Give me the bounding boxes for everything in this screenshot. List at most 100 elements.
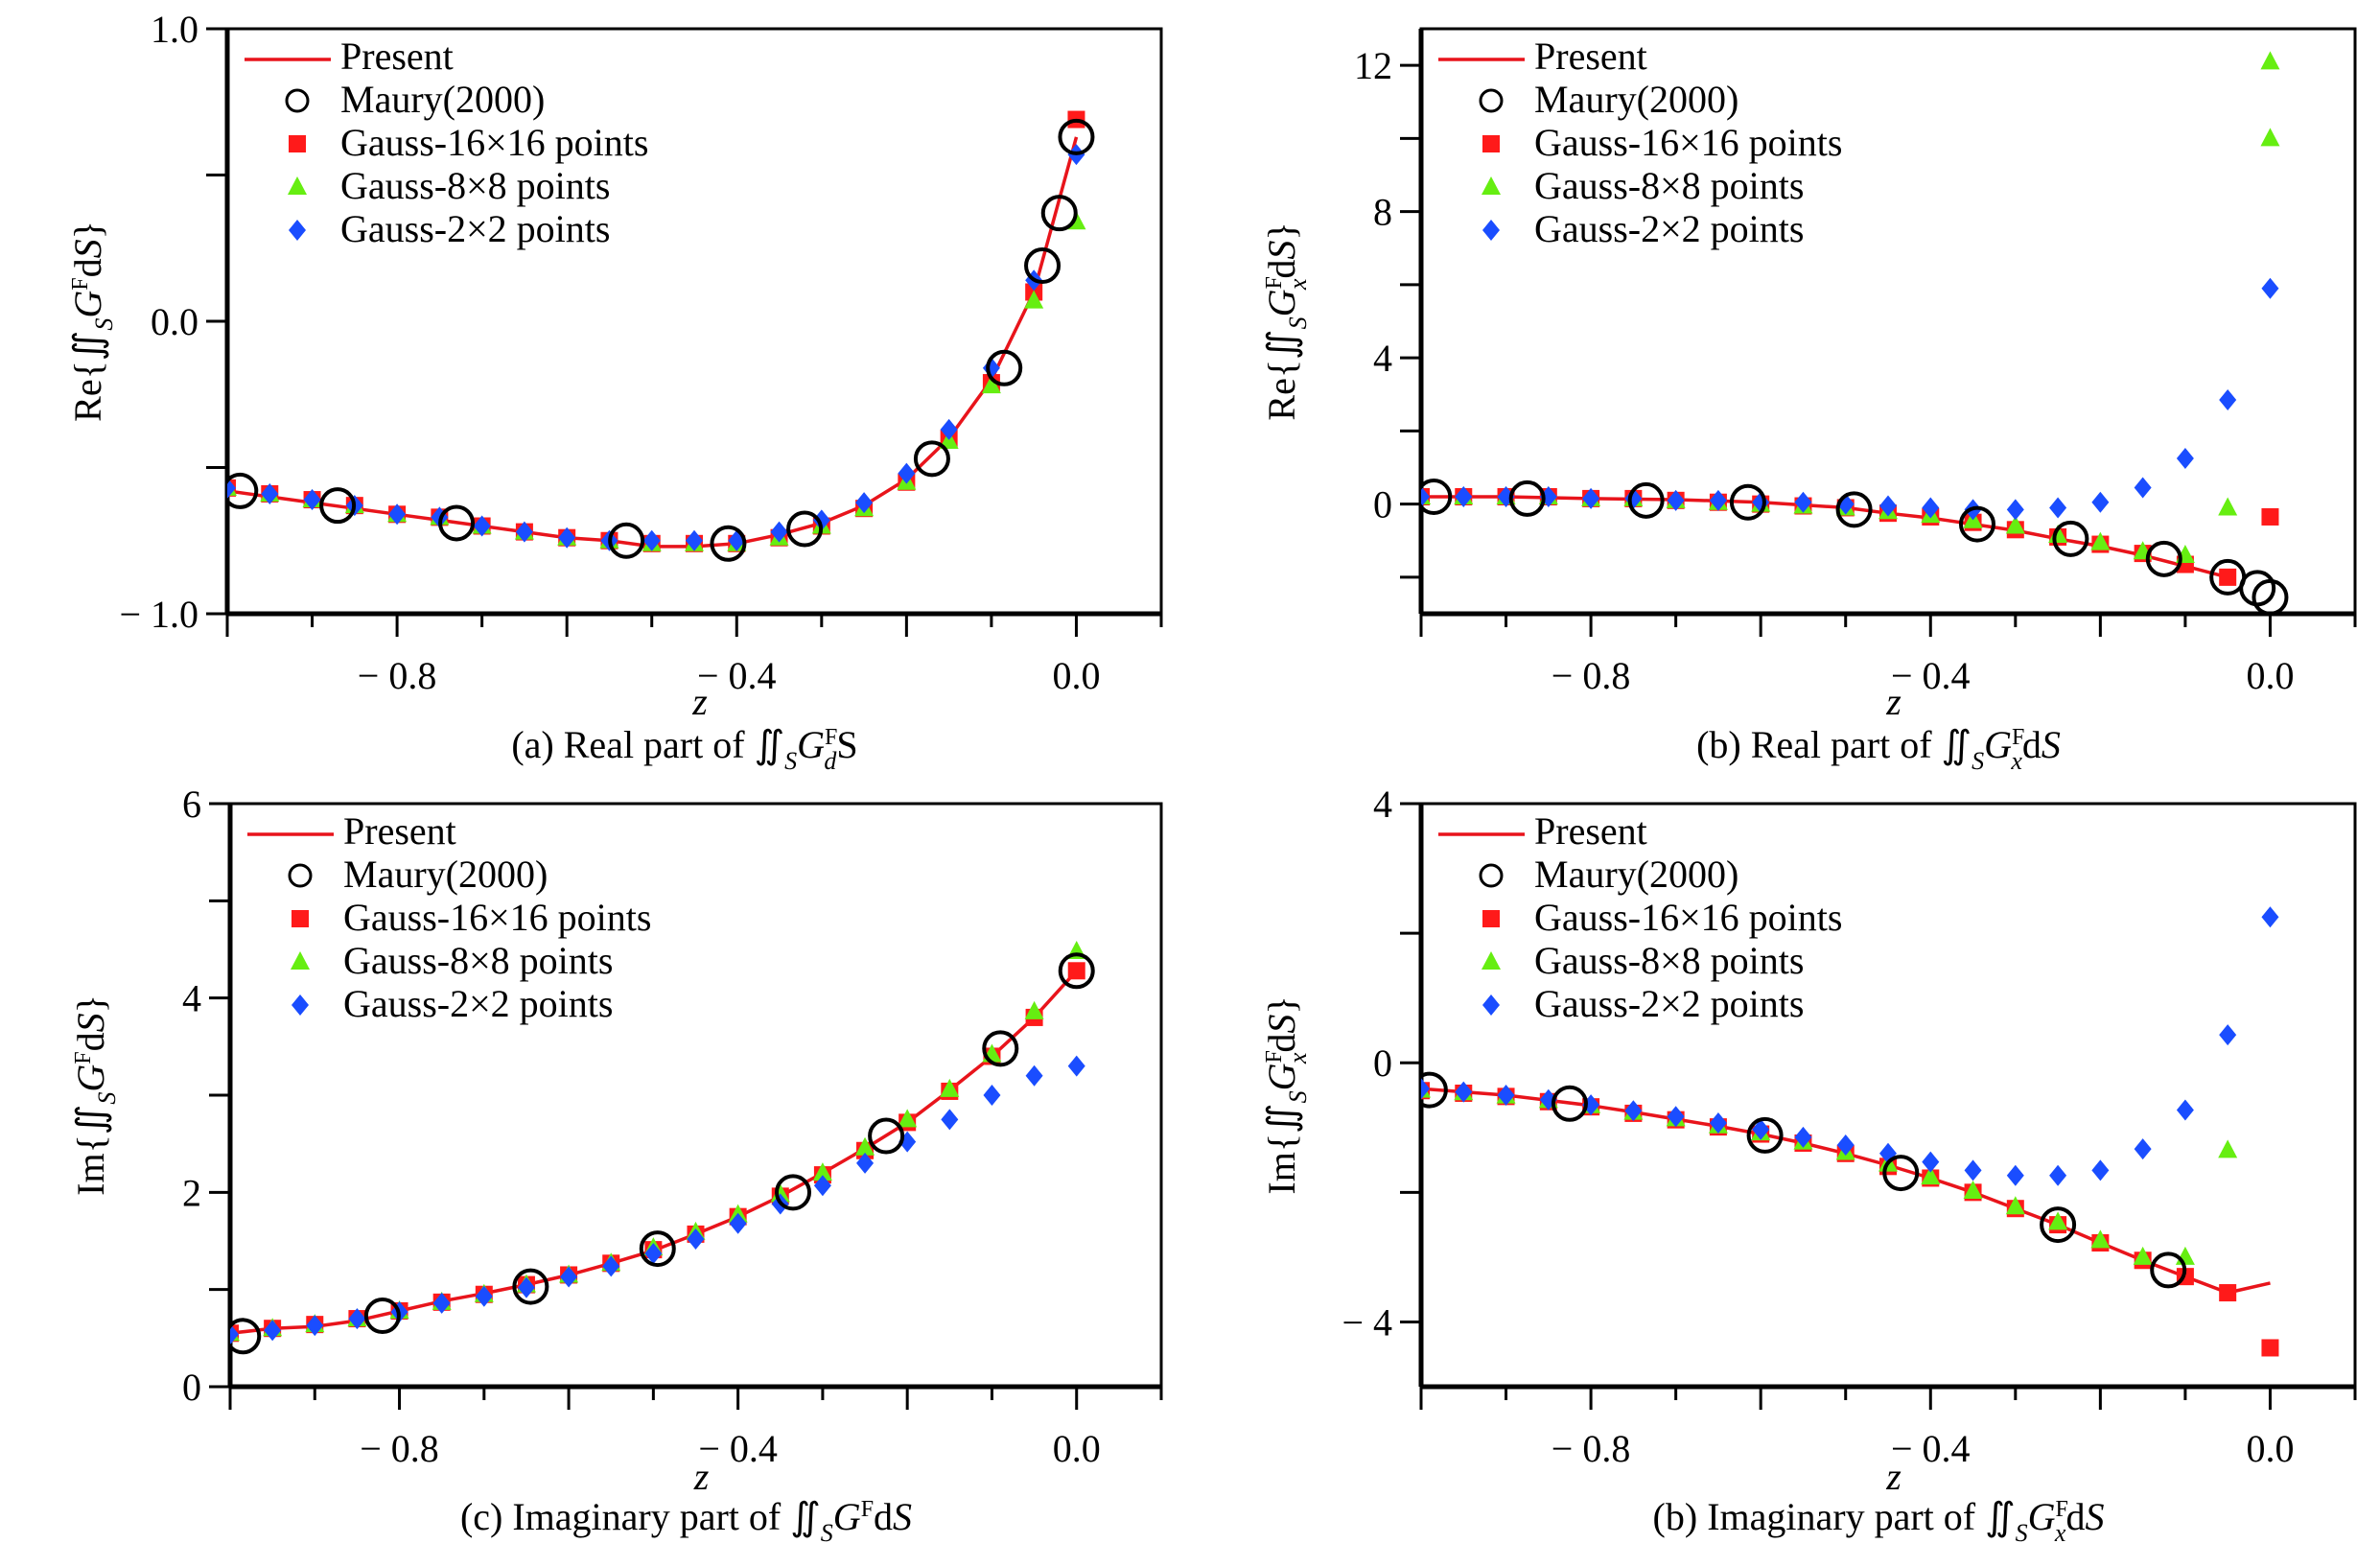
maury-marker <box>2145 540 2182 577</box>
legend-diamond-icon <box>1482 994 1500 1016</box>
plot-area <box>1421 51 2289 614</box>
g8-marker <box>898 1109 918 1128</box>
g2-marker <box>388 503 407 526</box>
x-tick-label: 0.0 <box>1053 1427 1101 1470</box>
panel-caption: (c) Imaginary part of ∬SGFdS <box>460 1495 912 1547</box>
g2-marker <box>227 477 236 499</box>
legend-circle-icon <box>285 88 310 113</box>
y-tick-label: 8 <box>1373 191 1392 234</box>
g2-marker <box>644 1243 663 1265</box>
y-tick-label: 2 <box>182 1171 201 1214</box>
legend-label: Gauss-8×8 points <box>1534 939 1804 982</box>
g8-marker <box>940 1078 960 1097</box>
x-tick-label: − 0.8 <box>1552 654 1631 697</box>
g2-marker <box>1752 1118 1770 1140</box>
g2-marker <box>2261 906 2279 928</box>
y-axis-title: Re{∬SGFdS} <box>66 221 118 422</box>
legend-label: Maury(2000) <box>1534 853 1738 896</box>
g2-marker <box>2134 477 2152 499</box>
g2-marker <box>1497 1085 1515 1106</box>
legend-label: Gauss-16×16 points <box>1534 896 1842 939</box>
legend-item-g8: Gauss-8×8 points <box>288 164 610 207</box>
g8-marker <box>2260 51 2280 70</box>
g8-marker <box>2218 497 2238 516</box>
y-axis-title: Re{∬SGFxdS} <box>1260 222 1312 420</box>
legend-triangle-icon <box>291 951 310 970</box>
g2-marker <box>940 418 958 440</box>
legend-item-g8: Gauss-8×8 points <box>1482 164 1804 207</box>
legend-label: Gauss-8×8 points <box>340 164 610 207</box>
maury-marker <box>1024 247 1062 285</box>
maury-marker <box>1058 118 1095 155</box>
legend-circle-icon <box>288 863 313 888</box>
maury-marker <box>982 1030 1019 1067</box>
x-tick-label: 0.0 <box>2246 1427 2294 1470</box>
x-tick-label: − 0.8 <box>1552 1427 1631 1470</box>
g2-marker <box>1582 487 1600 509</box>
g2-marker <box>2134 1138 2152 1160</box>
g2-marker <box>560 1266 578 1288</box>
y-tick-label: 0.0 <box>151 300 198 343</box>
g2-marker <box>1922 1151 1940 1173</box>
g16-marker <box>2219 1284 2237 1302</box>
maury-marker <box>913 440 950 478</box>
legend-item-maury: Maury(2000) <box>1479 78 1738 121</box>
legend-item-maury: Maury(2000) <box>285 78 545 121</box>
g2-marker <box>230 1323 239 1345</box>
g2-marker <box>2176 1099 2194 1121</box>
legend-item-maury: Maury(2000) <box>1479 853 1738 896</box>
y-tick-label: 0 <box>1373 1041 1392 1085</box>
g8-marker <box>2218 1139 2238 1158</box>
legend-item-g16: Gauss-16×16 points <box>292 896 651 939</box>
g2-marker <box>1667 489 1685 511</box>
g2-marker <box>2219 388 2237 410</box>
maury-marker <box>1627 481 1665 519</box>
g2-marker <box>2006 1164 2024 1186</box>
g2-marker <box>941 1109 959 1131</box>
y-axis-title-group: Im{∬SGFdS} <box>69 994 121 1196</box>
legend-label: Present <box>1534 35 1647 78</box>
g2-marker <box>770 521 788 543</box>
g2-marker <box>2176 447 2194 469</box>
legend-item-present: Present <box>247 809 456 853</box>
legend-triangle-icon <box>1482 951 1501 970</box>
legend-label: Present <box>1534 809 1647 853</box>
g2-marker <box>558 526 576 549</box>
x-axis-title: z <box>1885 680 1902 723</box>
g2-marker <box>261 482 279 504</box>
maury-marker <box>1421 1071 1448 1109</box>
maury-marker <box>1040 195 1078 232</box>
maury-marker <box>2052 520 2089 557</box>
legend-label: Present <box>340 35 454 78</box>
legend-item-g2: Gauss-2×2 points <box>1482 207 1804 250</box>
maury-marker <box>227 472 259 509</box>
maury-marker <box>319 487 357 525</box>
legend-item-maury: Maury(2000) <box>288 853 548 896</box>
chart-panel-a: − 0.8 − 0.4 0.0 − 1.0 0.0 1.0 z Re{∬SGFdS} (a) R… <box>66 8 1163 775</box>
g2-marker <box>1794 491 1812 513</box>
g2-marker <box>1025 1064 1043 1087</box>
panel-caption: (a) Real part of ∬SGF dS <box>511 723 857 775</box>
x-tick-label: − 0.4 <box>1891 654 1971 697</box>
panel-caption: (b) Imaginary part of ∬SGF xdS <box>1653 1495 2105 1547</box>
series-line-present <box>230 970 1078 1336</box>
g16-marker <box>2261 507 2279 526</box>
g8-marker <box>2090 1229 2111 1249</box>
legend-square-icon <box>292 910 309 927</box>
g2-marker <box>2261 277 2279 299</box>
g16-marker <box>1067 962 1085 980</box>
x-tick-label: − 0.4 <box>1891 1427 1971 1470</box>
maury-marker <box>710 525 747 562</box>
x-tick-label: − 0.4 <box>698 1427 778 1470</box>
g8-marker <box>2048 1211 2068 1230</box>
maury-marker <box>786 510 824 548</box>
g2-marker <box>2049 1164 2067 1186</box>
g2-marker <box>473 515 491 537</box>
g8-marker <box>1024 1000 1044 1019</box>
g2-marker <box>855 492 874 514</box>
chart-panel-b-imag: − 0.8 − 0.4 0.0 − 4 0 4 z Im{∬SGFxdS} (b) Imagin… <box>1260 783 2357 1547</box>
y-axis-title-group: Re{∬SGFdS} <box>66 221 118 422</box>
g2-marker <box>1667 1106 1685 1128</box>
g8-marker <box>1963 1180 1983 1199</box>
